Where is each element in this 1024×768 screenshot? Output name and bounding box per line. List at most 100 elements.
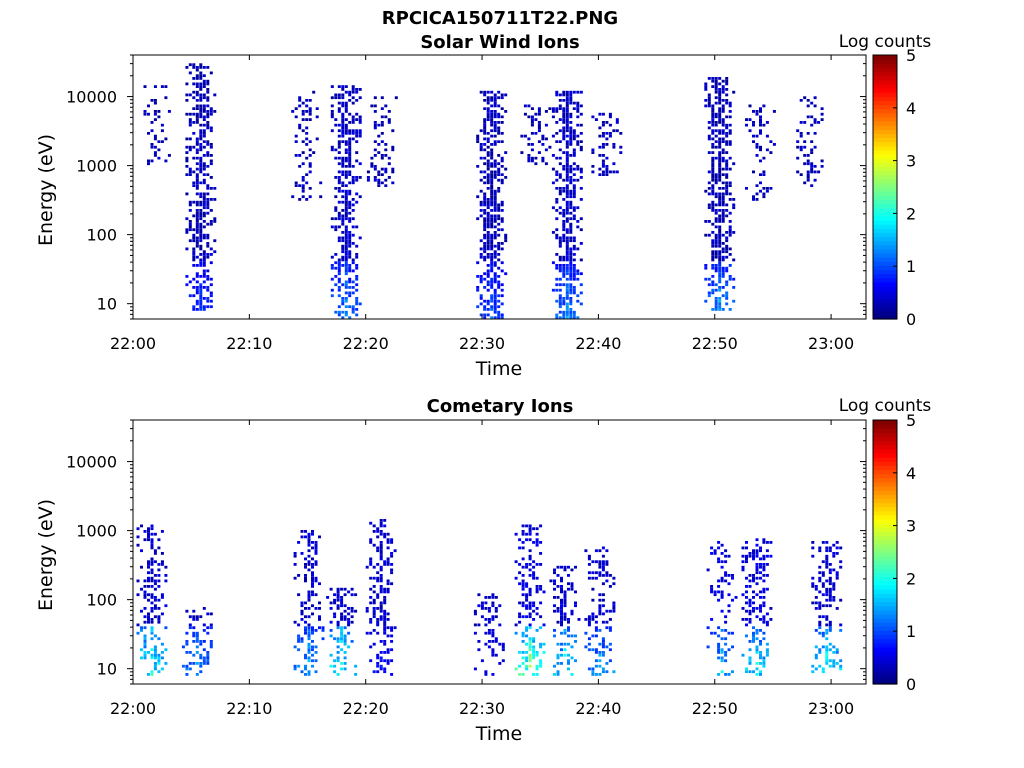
heatmap-cell (718, 231, 722, 234)
heatmap-cell (344, 118, 348, 121)
heatmap-cell (192, 145, 196, 149)
heatmap-cell (376, 631, 380, 635)
heatmap-cell (483, 236, 487, 240)
heatmap-cell (521, 524, 525, 528)
heatmap-cell (486, 99, 490, 102)
heatmap-cell (718, 96, 722, 100)
heatmap-cell (579, 217, 583, 221)
heatmap-cell (572, 313, 576, 317)
heatmap-cell (544, 123, 548, 127)
heatmap-cell (329, 629, 333, 632)
heatmap-cell (188, 137, 192, 141)
heatmap-cell (486, 269, 490, 273)
heatmap-cell (343, 667, 347, 671)
heatmap-cell (835, 574, 839, 577)
heatmap-cell (486, 308, 490, 311)
heatmap-cell (386, 560, 390, 564)
heatmap-cell (541, 134, 545, 138)
heatmap-cell (304, 667, 307, 671)
heatmap-cell (202, 659, 206, 663)
heatmap-cell (136, 527, 140, 531)
heatmap-cell (541, 143, 545, 146)
heatmap-cell (544, 110, 548, 113)
heatmap-cell (199, 145, 203, 149)
heatmap-cell (379, 590, 383, 594)
heatmap-cell (584, 645, 588, 649)
heatmap-cell (486, 198, 490, 201)
colorbar-swatch (873, 83, 897, 89)
heatmap-cell (565, 297, 569, 300)
heatmap-cell (383, 598, 387, 602)
heatmap-cell (704, 85, 708, 88)
heatmap-cell (832, 651, 836, 654)
heatmap-cell (386, 541, 390, 544)
heatmap-cell (202, 280, 206, 284)
heatmap-cell (493, 255, 497, 259)
heatmap-cell (383, 601, 387, 605)
heatmap-cell (572, 173, 576, 176)
heatmap-cell (195, 112, 199, 116)
heatmap-cell (748, 662, 752, 665)
heatmap-cell (721, 209, 725, 212)
heatmap-cell (725, 93, 729, 97)
heatmap-cell (748, 612, 752, 616)
heatmap-cell (558, 244, 562, 248)
heatmap-cell (562, 220, 566, 223)
heatmap-cell (344, 200, 348, 204)
heatmap-cell (301, 140, 305, 143)
heatmap-cell (576, 294, 580, 298)
heatmap-cell (714, 253, 718, 256)
heatmap-cell (521, 640, 525, 643)
heatmap-cell (811, 576, 815, 580)
heatmap-cell (811, 582, 815, 586)
heatmap-cell (341, 165, 345, 168)
heatmap-cell (490, 90, 494, 94)
heatmap-cell (828, 576, 832, 580)
heatmap-cell (576, 167, 580, 171)
heatmap-cell (570, 582, 574, 586)
heatmap-cell (497, 283, 501, 287)
heatmap-cell (748, 118, 752, 121)
heatmap-cell (318, 601, 321, 605)
heatmap-cell (383, 667, 387, 671)
heatmap-cell (206, 288, 210, 292)
heatmap-cell (717, 579, 721, 583)
colorbar-swatch (873, 663, 897, 669)
heatmap-cell (143, 607, 147, 610)
heatmap-cell (497, 126, 501, 130)
heatmap-cell (344, 104, 348, 108)
heatmap-cell (479, 255, 483, 259)
colorbar-swatch (873, 203, 897, 209)
heatmap-cell (358, 118, 362, 121)
heatmap-cell (384, 115, 388, 119)
colorbar-swatch (873, 261, 897, 266)
heatmap-cell (591, 148, 595, 152)
heatmap-cell (476, 305, 480, 309)
heatmap-cell (160, 656, 164, 660)
heatmap-cell (814, 607, 818, 610)
heatmap-cell (348, 90, 352, 94)
heatmap-cell (199, 275, 203, 278)
heatmap-cell (518, 546, 522, 550)
heatmap-cell (329, 587, 333, 591)
heatmap-cell (486, 255, 490, 259)
heatmap-cell (153, 634, 157, 638)
heatmap-cell (500, 294, 504, 298)
heatmap-cell (344, 283, 348, 287)
heatmap-cell (759, 571, 762, 575)
heatmap-cell (535, 590, 539, 594)
heatmap-cell (305, 132, 309, 135)
colorbar-swatch (873, 667, 897, 673)
heatmap-cell (483, 99, 487, 102)
heatmap-cell (301, 118, 305, 121)
heatmap-cell (140, 626, 143, 630)
heatmap-cell (562, 275, 566, 278)
heatmap-cell (814, 667, 818, 671)
heatmap-cell (150, 121, 154, 124)
heatmap-cell (336, 607, 340, 610)
heatmap-cell (304, 565, 307, 569)
heatmap-cell (369, 538, 373, 542)
heatmap-cell (556, 620, 560, 624)
heatmap-cell (498, 642, 502, 646)
heatmap-cell (500, 200, 504, 204)
